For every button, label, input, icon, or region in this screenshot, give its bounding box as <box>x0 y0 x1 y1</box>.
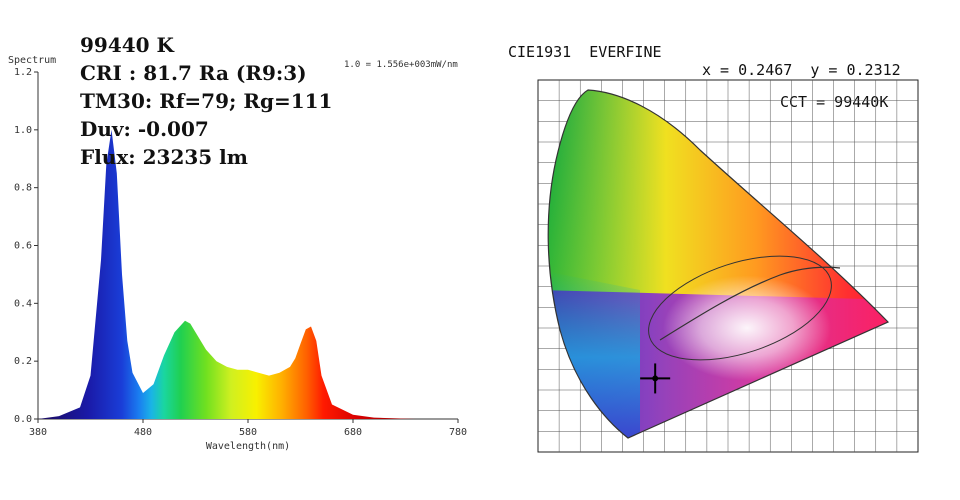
white-region-outline <box>648 255 832 361</box>
y-tick-label: 0.4 <box>14 298 32 309</box>
spectrum-x-ticks: 380 480 580 680 780 <box>29 419 467 438</box>
x-tick-label: 780 <box>449 427 467 438</box>
cie-point-label: x = 0.2467 y = 0.2312 <box>702 61 901 79</box>
flux-value: Flux: 23235 lm <box>80 145 248 169</box>
y-tick-label: 0.2 <box>14 356 32 367</box>
planckian-locus <box>659 266 841 341</box>
tm30-value: TM30: Rf=79; Rg=111 <box>80 89 332 113</box>
y-tick-label: 0.6 <box>14 241 32 252</box>
spectrum-chart: Spectrum 1.0 = 1.556e+003mW/nm 0.0 0.2 0.4… <box>8 55 467 452</box>
cri-value: CRI : 81.7 Ra (R9:3) <box>80 61 307 85</box>
y-tick-label: 1.0 <box>14 125 32 136</box>
spectrum-xlabel: Wavelength(nm) <box>206 441 290 452</box>
chromaticity-marker <box>640 363 671 394</box>
spectral-locus <box>547 89 890 439</box>
cie-cct-label: CCT = 99440K <box>780 93 888 111</box>
scale-note: 1.0 = 1.556e+003mW/nm <box>344 60 458 70</box>
x-tick-label: 580 <box>239 427 257 438</box>
cie-chart: CIE1931 EVERFINE x = 0.2467 y = 0.2312 C… <box>508 43 919 453</box>
x-tick-label: 380 <box>29 427 47 438</box>
cie-title: CIE1931 EVERFINE <box>508 43 662 61</box>
spectrum-curve <box>38 129 458 420</box>
x-tick-label: 480 <box>134 427 152 438</box>
y-tick-label: 0.0 <box>14 414 32 425</box>
cie-gamut <box>548 90 888 438</box>
y-tick-label: 0.8 <box>14 183 32 194</box>
y-tick-label: 1.2 <box>14 67 32 78</box>
cct-value: 99440 K <box>80 33 175 57</box>
duv-value: Duv: -0.007 <box>80 117 209 141</box>
metrics-block: 99440 K CRI : 81.7 Ra (R9:3) TM30: Rf=79… <box>80 33 332 169</box>
x-tick-label: 680 <box>344 427 362 438</box>
spectrum-ylabel: Spectrum <box>8 55 56 66</box>
spectrum-y-ticks: 0.0 0.2 0.4 0.6 0.8 1.0 1.2 <box>14 67 38 425</box>
